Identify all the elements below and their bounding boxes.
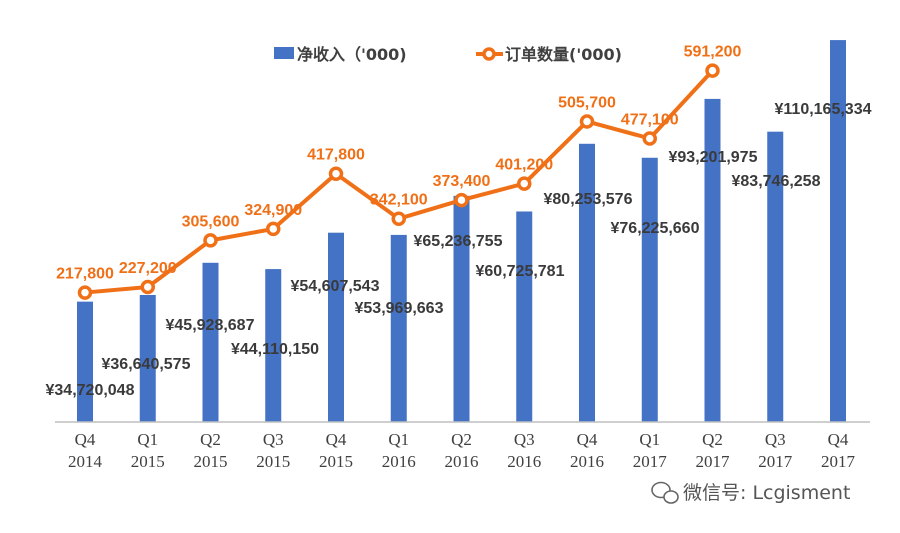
bar: [390, 234, 407, 422]
bar: [202, 262, 219, 422]
bar-value-label: ¥45,928,687: [166, 317, 255, 334]
line-point: [203, 233, 218, 248]
bar-value-label: ¥93,201,975: [669, 149, 758, 166]
bar-value-label: ¥110,165,334: [775, 101, 872, 118]
x-tick-label: Q4 2016: [570, 430, 604, 471]
line-value-label: 305,600: [182, 213, 240, 230]
x-tick-label: Q4 2014: [68, 430, 103, 471]
bar-value-label: ¥76,225,660: [611, 220, 700, 237]
x-tick-label: Q3 2017: [758, 430, 793, 471]
bar-value-label: ¥65,236,755: [414, 233, 503, 250]
line-point: [77, 285, 93, 300]
legend-bar-label: 净收入（'000): [297, 45, 407, 64]
x-tick-label: Q2 2016: [445, 430, 479, 471]
line-value-label: 373,400: [433, 173, 491, 190]
x-tick-label: Q4 2015: [319, 430, 353, 471]
bar-value-label: ¥80,253,576: [544, 191, 633, 208]
line-value-label: 227,200: [119, 260, 177, 277]
line-point: [328, 166, 344, 181]
bar-value-label: ¥44,110,150: [231, 341, 319, 358]
bar: [139, 294, 156, 422]
line-point: [454, 192, 469, 208]
bar-value-label: ¥36,640,575: [102, 356, 191, 373]
line-point: [642, 131, 657, 146]
bar: [579, 143, 595, 422]
x-tick-label: Q3 2016: [507, 430, 541, 471]
x-tick-label: Q2 2017: [696, 430, 731, 471]
line-value-label: 342,100: [370, 192, 428, 209]
line-value-label: 417,800: [307, 147, 365, 164]
bar: [516, 211, 533, 422]
x-tick-label: Q2 2015: [194, 430, 228, 471]
bar-value-label: ¥54,607,543: [291, 278, 380, 295]
bar-value-label: ¥60,725,781: [476, 263, 565, 280]
x-tick-label: Q1 2017: [633, 430, 668, 471]
line-value-label: 505,700: [558, 94, 616, 111]
legend-line-label: 订单数量('000): [505, 45, 622, 64]
line-point: [705, 63, 720, 78]
legend-bar-swatch: [274, 47, 294, 59]
legend-line-marker: [482, 47, 496, 61]
line-value-label: 217,800: [56, 266, 114, 283]
bar: [767, 131, 784, 423]
bar-value-label: ¥83,746,258: [732, 173, 821, 190]
bar-value-label: ¥34,720,048: [46, 382, 135, 399]
watermark: 微信号: Lcgisment: [651, 481, 850, 504]
legend: 净收入（'000) 订单数量('000): [274, 45, 622, 64]
bar: [265, 269, 282, 422]
x-tick-label: Q1 2015: [131, 430, 165, 471]
bar-value-label: ¥53,969,663: [355, 300, 444, 317]
bar: [453, 195, 470, 422]
bar: [641, 157, 658, 423]
line-point: [391, 211, 406, 226]
x-tick-label: Q1 2016: [382, 430, 416, 471]
watermark-text: 微信号: Lcgisment: [683, 482, 850, 504]
x-tick-label: Q3 2015: [256, 430, 290, 471]
line-value-label: 401,200: [495, 157, 553, 174]
bar: [830, 40, 846, 423]
x-tick-label: Q4 2017: [821, 430, 856, 471]
bar: [328, 232, 344, 422]
line-value-label: 591,200: [684, 44, 742, 61]
line-value-label: 324,900: [244, 202, 302, 219]
wechat-icon: [651, 481, 679, 504]
bar: [704, 98, 721, 423]
line-point: [140, 279, 155, 295]
bar: [77, 301, 93, 422]
line-point: [579, 114, 595, 129]
line-value-label: 477,100: [621, 111, 679, 128]
line-point: [266, 221, 281, 237]
line-point: [517, 176, 532, 191]
